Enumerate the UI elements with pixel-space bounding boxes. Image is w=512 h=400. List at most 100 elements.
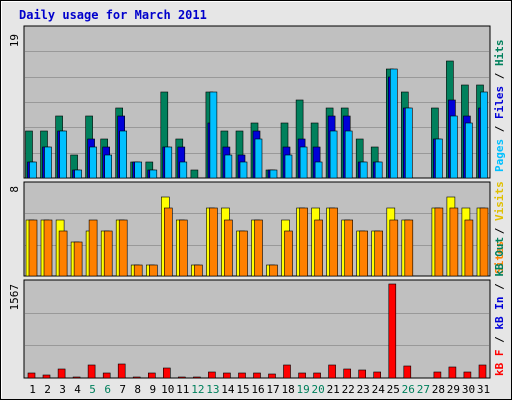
x-axis-labels: 1 2 3 4 5 6 7 8 9 10 11 12 13 14 15 16 17 18 19 20 21 22 23 24 2… [29,383,490,396]
legend-kbf: kB F [493,350,506,377]
legend-sep: / [493,277,506,297]
legend-sites: Sites [493,241,506,274]
sites-bar [58,230,68,277]
pages-bar [104,154,112,179]
sites-bar [449,207,459,277]
sites-bar [404,219,414,277]
kbf-bar [57,368,66,379]
sites-bar [103,230,113,277]
x-tick-label: 19 [296,383,309,396]
x-tick-label: 26 [402,383,415,396]
kbf-bar [403,365,412,379]
kbf-bar [223,372,231,379]
sites-bar [359,230,369,277]
legend-sep: / [493,221,506,241]
kbf-bar [42,374,51,379]
x-tick-label: 31 [477,383,490,396]
x-tick-label: 30 [462,383,475,396]
sites-bar [179,219,188,277]
kbf-bar [373,371,382,379]
kbf-bar [268,373,276,379]
pages-bar [119,130,127,179]
kbf-bar [313,372,321,379]
sites-bar [314,219,323,277]
pages-bar [269,169,278,179]
panel-kbytes-legend: kB F / kB In / kB Out [493,237,506,376]
pages-bar [359,161,368,179]
sites-bar [133,264,143,277]
x-tick-label: 22 [342,383,355,396]
x-tick-label: 18 [281,383,294,396]
sites-bar [269,264,278,277]
sites-bar [88,219,98,277]
sites-bar [389,219,399,277]
x-tick-label: 4 [74,383,81,396]
x-tick-label: 15 [236,383,249,396]
pages-bar [254,138,263,179]
hits-bar [190,169,199,179]
x-tick-label: 25 [387,383,400,396]
sites-bar [194,264,203,277]
x-tick-label: 10 [161,383,174,396]
pages-bar [164,146,173,179]
sites-bar [224,219,233,277]
panel-kbytes: 1567 kB F / kB In / kB Out [8,237,506,379]
pages-bar [404,107,413,179]
legend-pages: Pages [493,139,506,172]
x-tick-label: 13 [206,383,219,396]
x-tick-label: 29 [447,383,460,396]
pages-bar [450,115,458,179]
pages-bar [284,154,293,179]
x-tick-label: 12 [191,383,204,396]
legend-sep: / [493,330,506,350]
kbf-bar [102,372,111,379]
kbf-bar [72,376,81,379]
x-tick-label: 14 [221,383,235,396]
kbf-bar [148,372,156,379]
kbf-bar [193,376,201,379]
x-tick-label: 23 [357,383,370,396]
x-tick-label: 21 [327,383,340,396]
legend-visits: Visits [493,181,506,221]
x-tick-label: 28 [432,383,445,396]
pages-bar [435,138,443,179]
sites-bar [118,219,128,277]
pages-bar [149,169,158,179]
sites-bar [73,241,83,277]
pages-bar [224,154,233,179]
x-tick-label: 8 [134,383,141,396]
x-tick-label: 5 [89,383,96,396]
panel-hits-ymax-label: 19 [8,34,21,47]
pages-bar [239,161,248,179]
pages-bar [480,91,488,179]
panel-visits-ymax-label: 8 [8,186,21,193]
pages-bar [134,161,142,179]
pages-bar [389,68,398,179]
x-tick-label: 2 [44,383,51,396]
kbf-bar [358,369,367,379]
kbf-bar [478,364,487,379]
pages-bar [29,161,37,179]
kbf-bar [87,364,96,379]
x-tick-label: 27 [417,383,430,396]
pages-bar [465,122,473,179]
pages-bar [329,130,338,179]
kbf-bar [208,371,216,379]
legend-files: Files [493,86,506,119]
pages-bar [209,91,218,179]
pages-bar [59,130,67,179]
kbf-bar [163,367,171,379]
kbf-bar [27,372,36,379]
kbf-bar [463,371,472,379]
legend-hits: Hits [493,40,506,67]
x-tick-label: 3 [59,383,66,396]
sites-bar [239,230,248,277]
kbf-bar [117,363,126,379]
panel-visits: 8 Sites / Visits [8,181,506,277]
legend-kbin: kB In [493,297,506,330]
pages-bar [344,130,353,179]
sites-bar [344,219,354,277]
chart-title: Daily usage for March 2011 [19,8,207,22]
sites-bar [164,207,173,277]
